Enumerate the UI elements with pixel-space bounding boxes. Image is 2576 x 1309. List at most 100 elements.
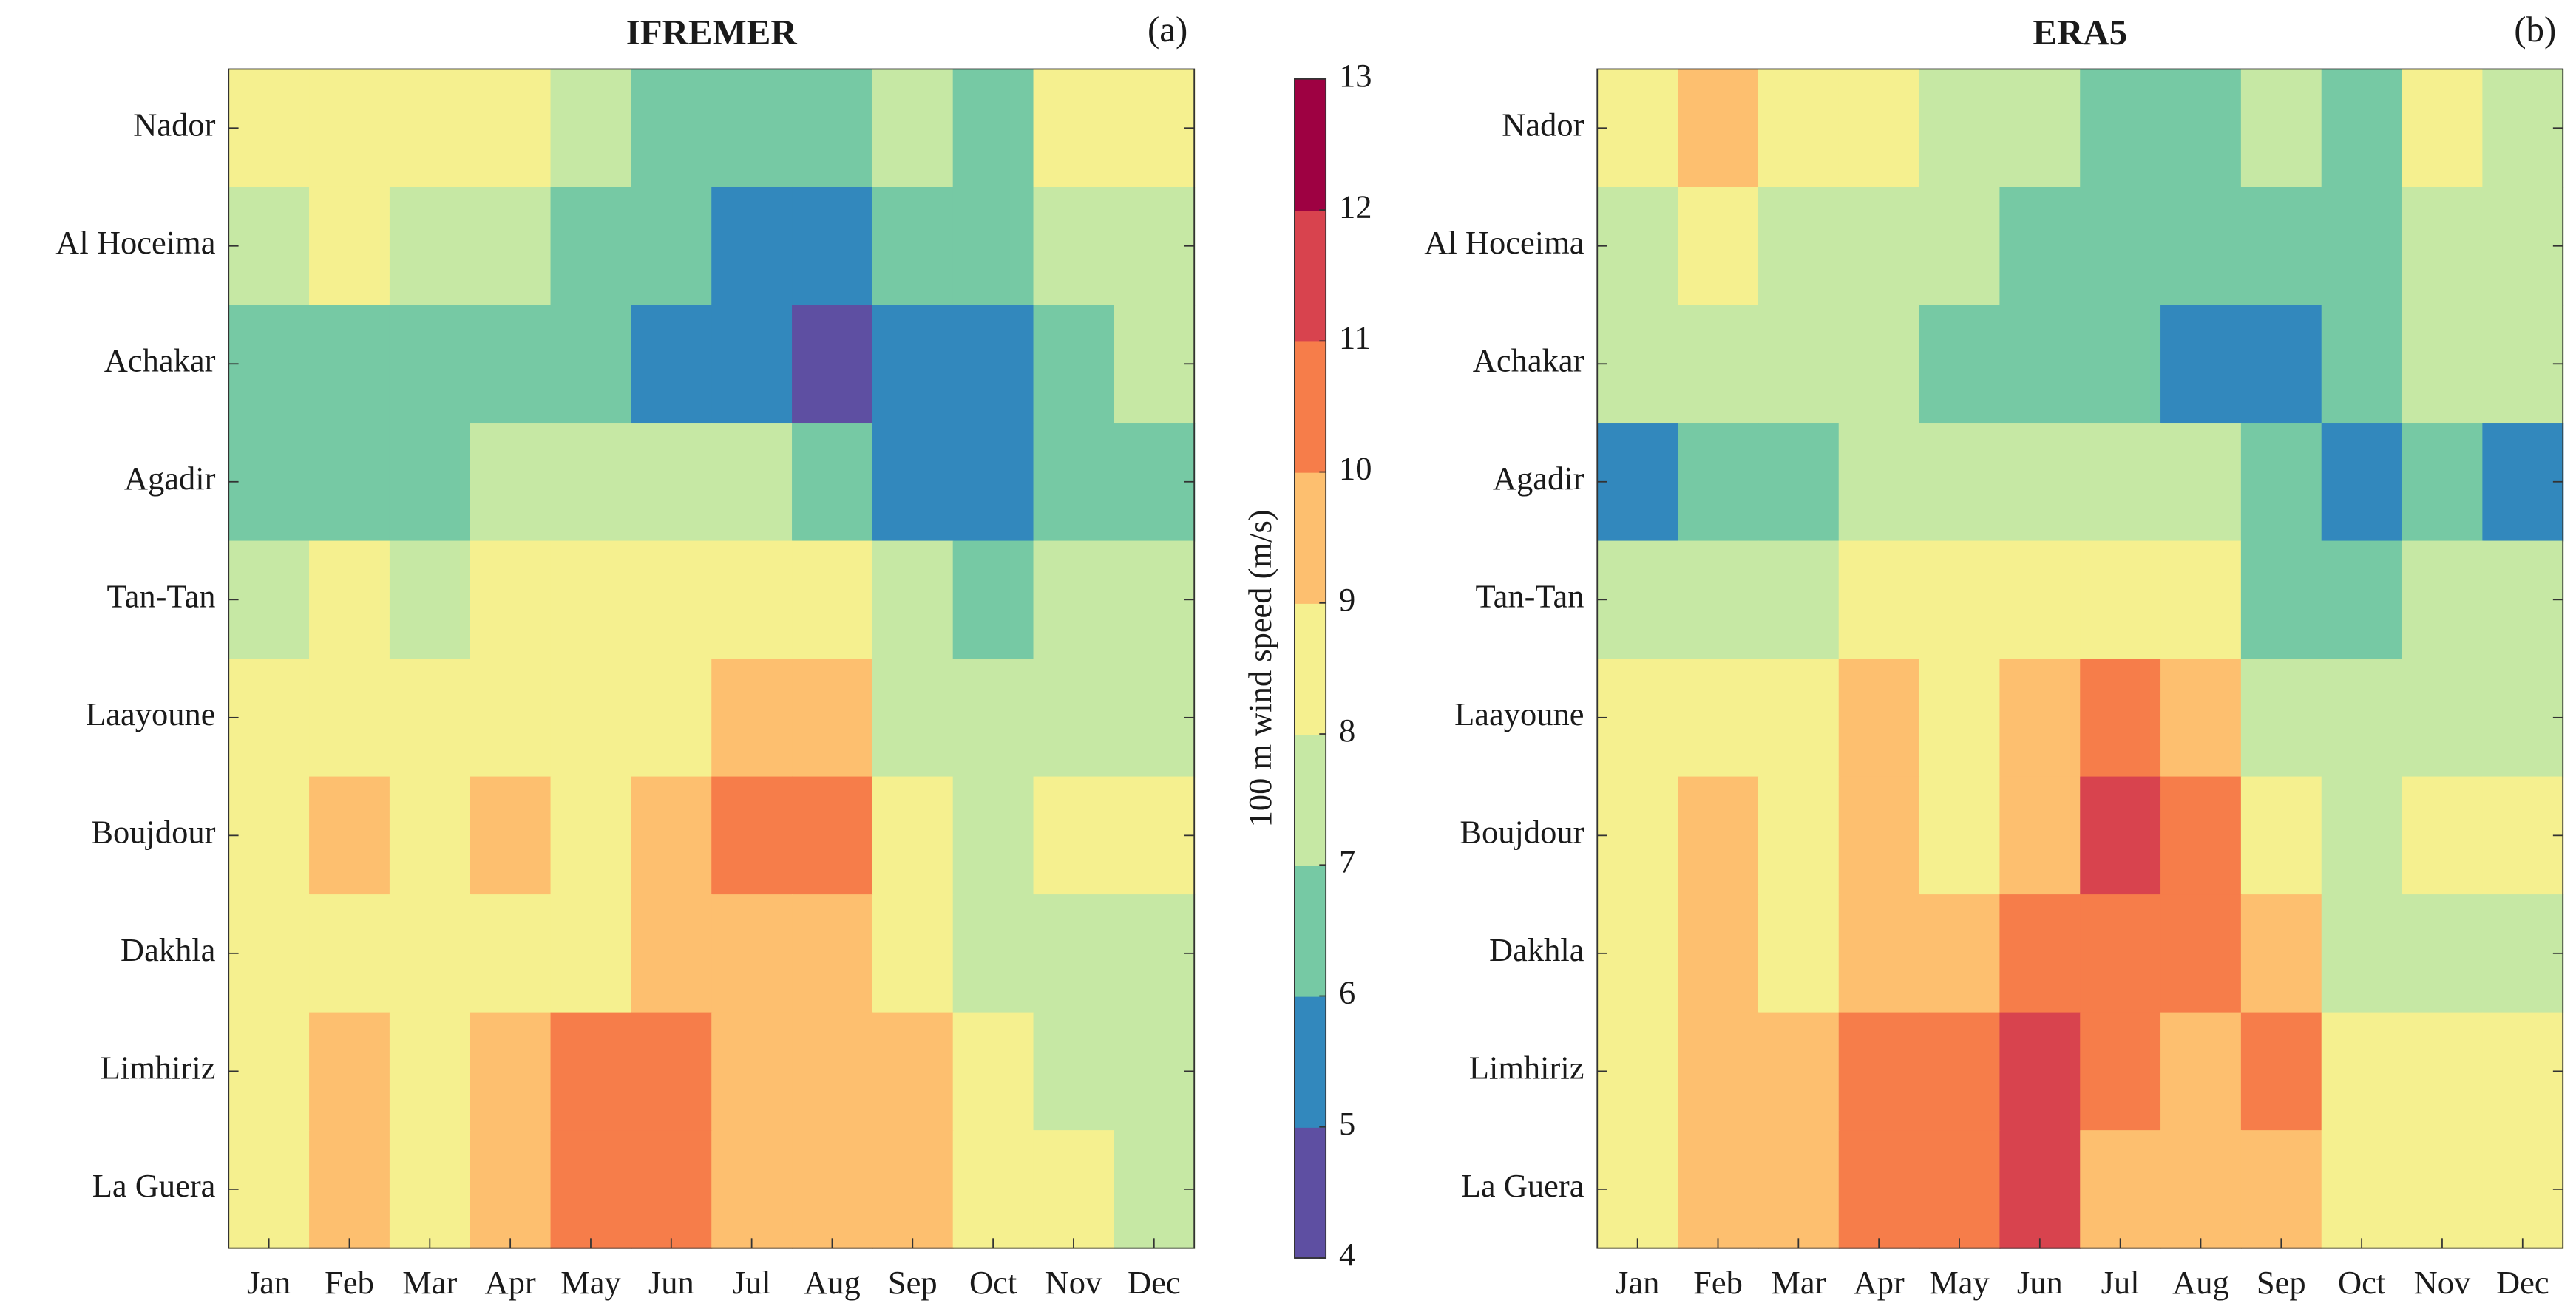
heatmap-cell <box>711 1130 793 1249</box>
x-tick-label: Nov <box>2414 1264 2471 1301</box>
heatmap-cell <box>2160 186 2242 306</box>
heatmap-cell <box>2080 186 2162 306</box>
plot-frame <box>228 68 1196 1249</box>
heatmap-cell <box>1999 69 2081 188</box>
heatmap-cell <box>389 894 471 1013</box>
heatmap-cell <box>872 305 954 424</box>
y-tick-label: Achakar <box>1473 341 1584 378</box>
heatmap-cell <box>711 186 793 306</box>
colorbar-tick-label: 13 <box>1339 57 1372 94</box>
x-tick-label: Jan <box>247 1264 291 1301</box>
colorbar-segment <box>1294 472 1326 604</box>
heatmap-cell <box>952 540 1034 660</box>
heatmap-cell <box>2321 69 2403 188</box>
heatmap-cell <box>1999 776 2081 896</box>
heatmap-cell <box>1597 1130 1679 1249</box>
heatmap-cell <box>228 540 311 660</box>
colorbar-segment <box>1294 602 1326 735</box>
heatmap-cell <box>792 69 873 188</box>
colorbar-tick-label: 5 <box>1339 1105 1355 1142</box>
heatmap-cell <box>1758 659 1840 778</box>
heatmap-cell <box>1678 1130 1760 1249</box>
heatmap-cell <box>1114 894 1196 1013</box>
heatmap-cell <box>952 1012 1034 1132</box>
y-tick-label: Nador <box>133 106 215 143</box>
heatmap-cell <box>2482 540 2564 660</box>
heatmap-cell <box>2160 776 2242 896</box>
heatmap-cell <box>309 894 391 1013</box>
heatmap-cell <box>1678 1012 1760 1132</box>
heatmap-cell <box>952 1130 1034 1249</box>
heatmap-cell <box>711 659 793 778</box>
x-tick-label: Mar <box>1771 1264 1826 1301</box>
heatmap-cell <box>389 540 471 660</box>
heatmap-cell <box>1114 776 1196 896</box>
heatmap-cell <box>1033 540 1115 660</box>
colorbar-segment <box>1294 341 1326 473</box>
x-tick-label: Jul <box>2101 1264 2140 1301</box>
x-tick-label: May <box>560 1264 621 1301</box>
heatmap-cell <box>550 423 632 542</box>
heatmap-cell <box>872 186 954 306</box>
heatmap-cell <box>550 186 632 306</box>
heatmap-cell <box>952 776 1034 896</box>
heatmap-cell <box>309 423 391 542</box>
heatmap-cell <box>792 186 873 306</box>
heatmap-cell <box>1597 776 1679 896</box>
heatmap-cell <box>1678 305 1760 424</box>
heatmap-cell <box>631 423 713 542</box>
heatmap-cell <box>1838 1012 1920 1132</box>
heatmap-cell <box>2080 1130 2162 1249</box>
heatmap-cell <box>631 1012 713 1132</box>
heatmap-cell <box>2482 186 2564 306</box>
heatmap-cell <box>2402 69 2484 188</box>
chart-title: IFREMER <box>626 12 798 52</box>
x-tick-label: Jan <box>1616 1264 1659 1301</box>
heatmap-cell <box>550 894 632 1013</box>
heatmap-cell <box>2482 305 2564 424</box>
heatmap-cell <box>2402 305 2484 424</box>
colorbar-tick-label: 7 <box>1339 843 1355 880</box>
heatmap-cell <box>1919 1130 2001 1249</box>
heatmap-cell <box>872 894 954 1013</box>
heatmap-cell <box>1758 540 1840 660</box>
heatmap-cell <box>2240 1130 2322 1249</box>
heatmap-cell <box>1114 423 1196 542</box>
heatmap-cell <box>1758 776 1840 896</box>
x-tick-label: Feb <box>1693 1264 1743 1301</box>
heatmap-cell <box>1033 894 1115 1013</box>
chart-title: ERA5 <box>2033 12 2127 52</box>
colorbar-tick-label: 6 <box>1339 974 1355 1011</box>
heatmap-cell <box>2160 540 2242 660</box>
x-tick-label: Oct <box>969 1264 1017 1301</box>
heatmap-cell <box>1597 423 1679 542</box>
heatmap-cell <box>792 540 873 660</box>
y-tick-label: Agadir <box>124 460 216 497</box>
heatmap-cell <box>631 186 713 306</box>
x-tick-label: Sep <box>888 1264 938 1301</box>
heatmap-cell <box>1033 776 1115 896</box>
heatmap-cell <box>1597 69 1679 188</box>
heatmap-cell <box>389 305 471 424</box>
heatmap-cell <box>228 186 311 306</box>
heatmap-cell <box>2160 1012 2242 1132</box>
x-tick-label: Jun <box>648 1264 694 1301</box>
heatmap-cell <box>2402 1012 2484 1132</box>
heatmap-cell <box>2482 1012 2564 1132</box>
heatmap-cell <box>792 1130 873 1249</box>
heatmap-cell <box>952 69 1034 188</box>
heatmap-cell <box>550 1130 632 1249</box>
heatmap-cell <box>872 540 954 660</box>
y-tick-label: Tan-Tan <box>107 578 216 615</box>
x-tick-label: Sep <box>2257 1264 2306 1301</box>
heatmap-cell <box>1114 186 1196 306</box>
heatmap-cell <box>872 423 954 542</box>
heatmap-cell <box>1838 776 1920 896</box>
heatmap-cell <box>792 1012 873 1132</box>
x-tick-label: Jun <box>2017 1264 2063 1301</box>
heatmap-cell <box>1919 69 2001 188</box>
heatmap-cell <box>1758 1012 1840 1132</box>
heatmap-cell <box>711 1012 793 1132</box>
heatmap-cell <box>2321 1012 2403 1132</box>
heatmap-cell <box>1114 305 1196 424</box>
